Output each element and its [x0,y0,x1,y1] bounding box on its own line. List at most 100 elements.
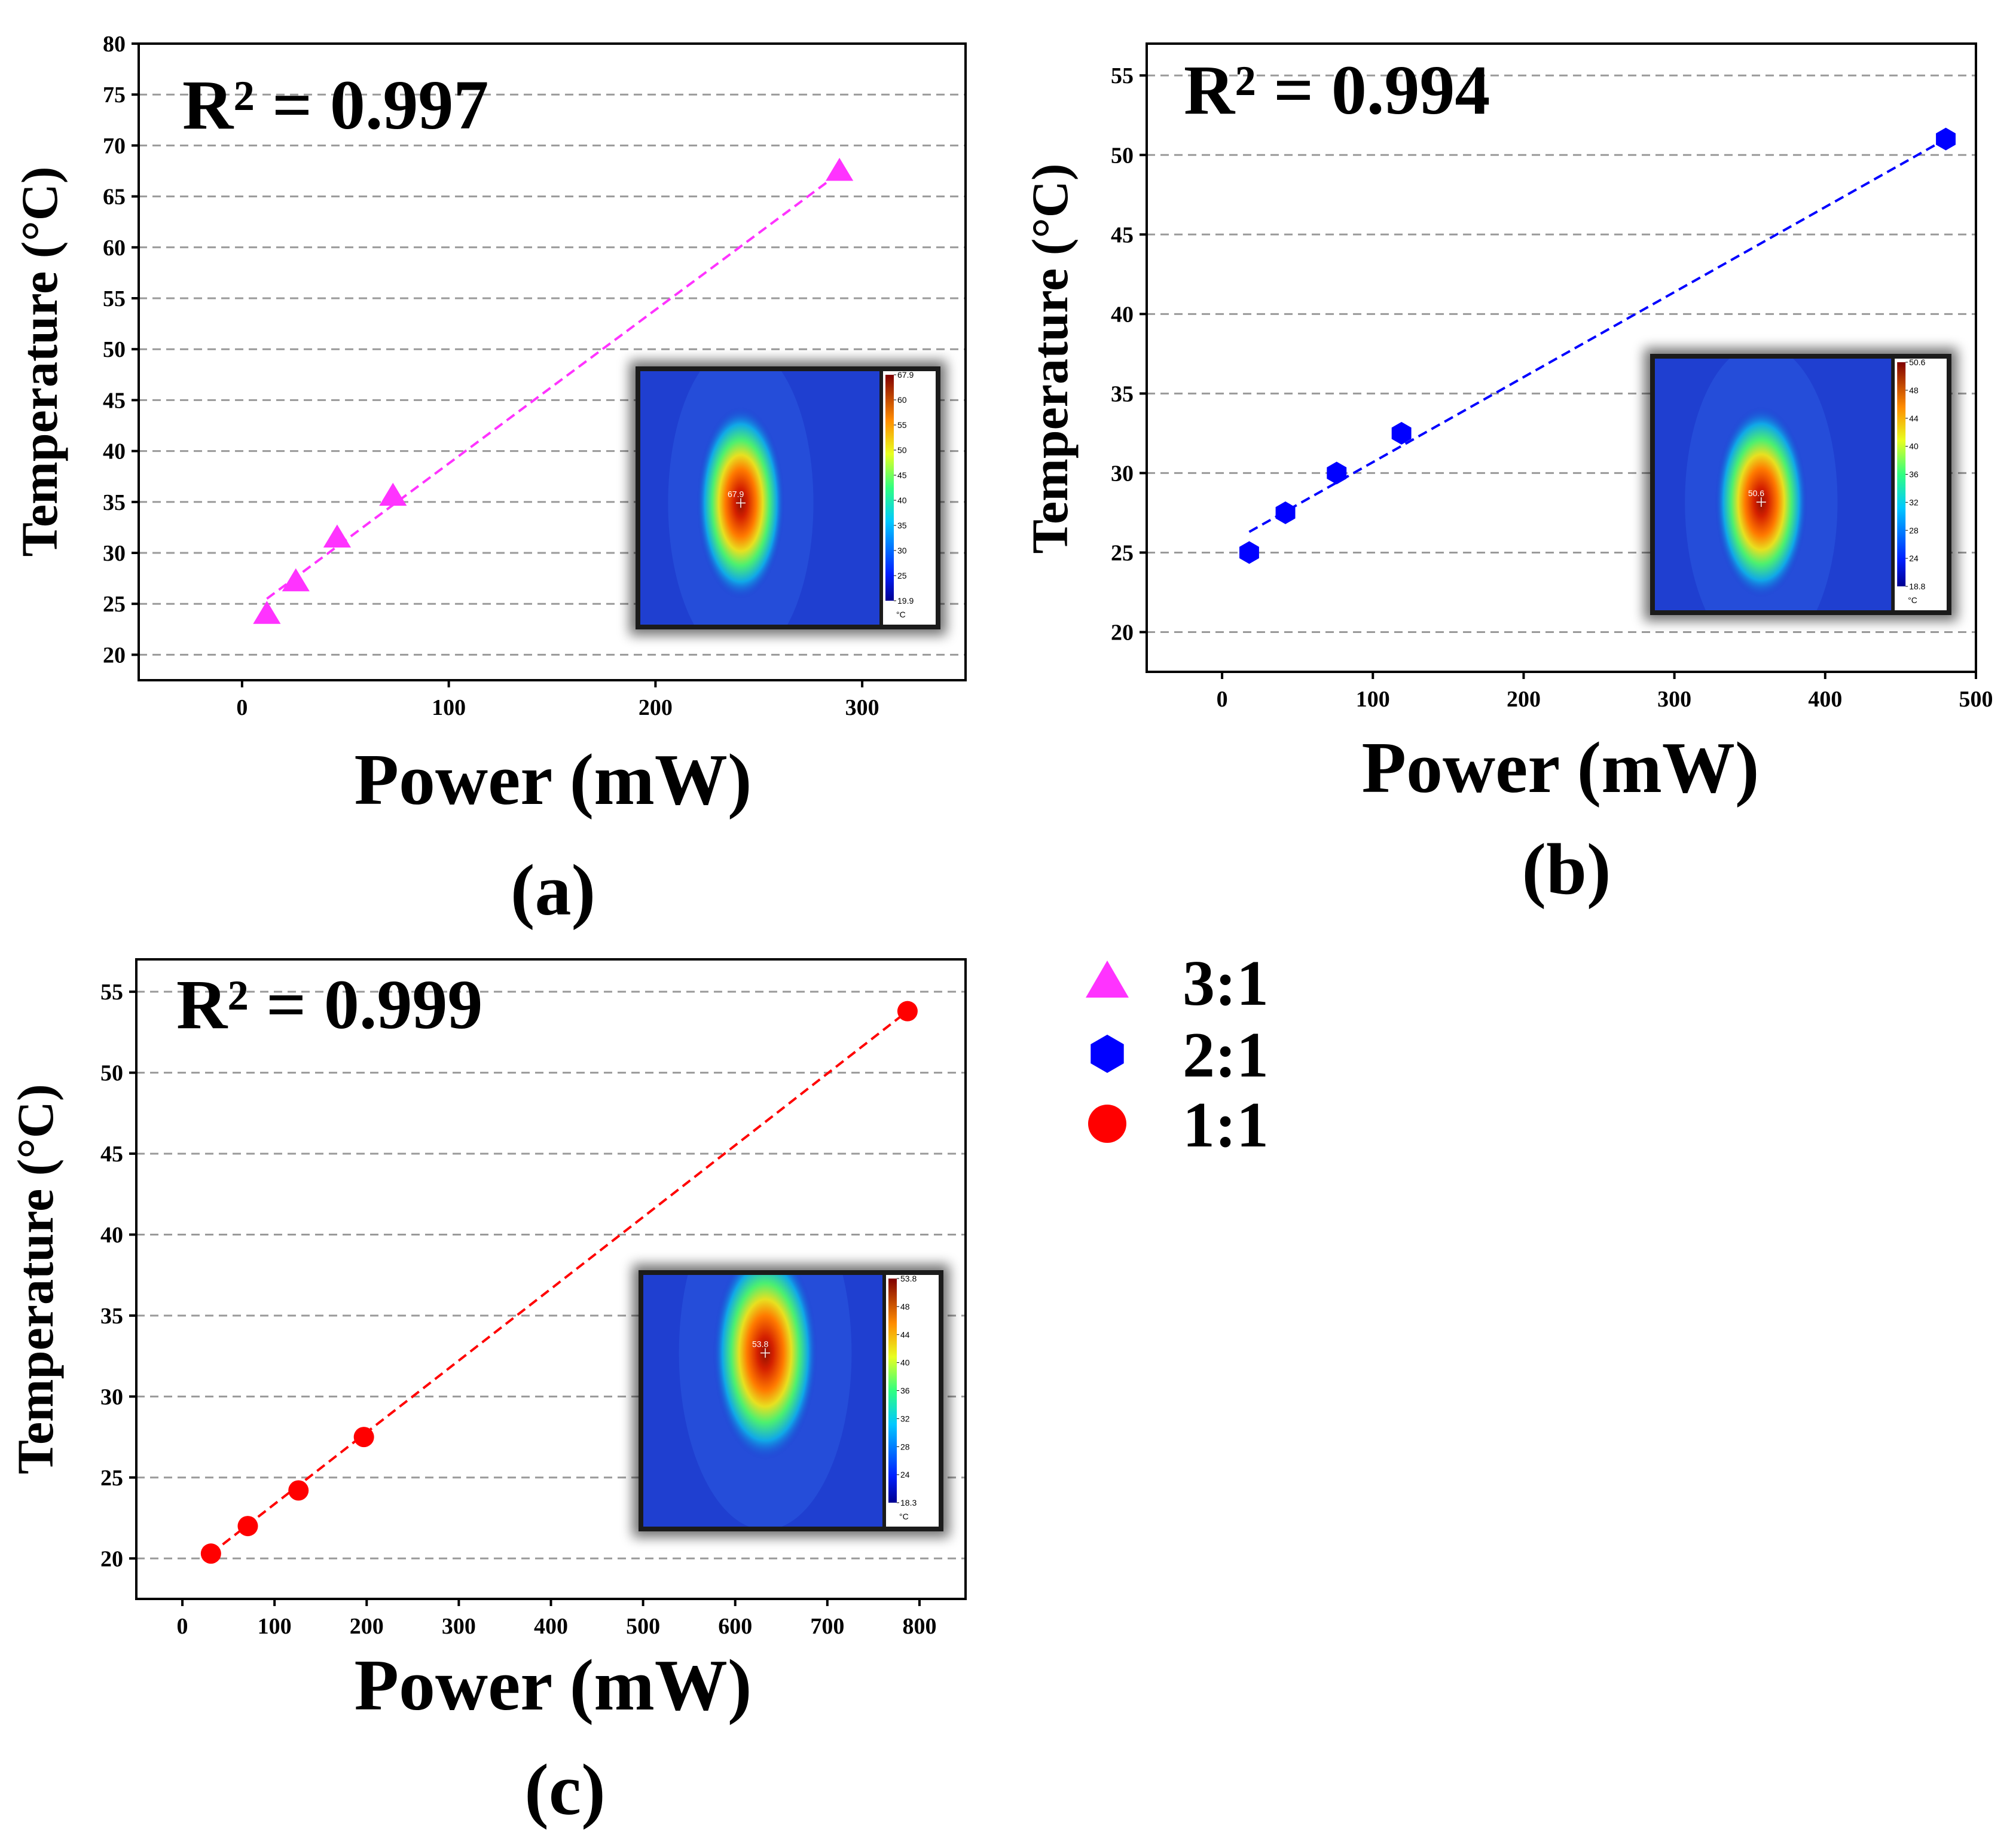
colorbar [885,375,894,601]
legend: 3:12:11:1 [1086,948,1269,1161]
data-point [200,1543,221,1564]
colorbar-tick-label: 40 [900,1358,910,1368]
data-point [1239,541,1259,564]
hotspot-temperature-label: 67.9 [728,489,744,499]
legend-label: 2:1 [1183,1020,1269,1091]
x-tick-label: 500 [1959,687,1993,712]
x-tick-label: 200 [639,695,673,720]
r2-label: R² = 0.999 [176,965,482,1044]
legend-label: 3:1 [1183,948,1269,1019]
plot-frame [1146,42,1977,673]
colorbar [888,1279,897,1503]
data-point [1391,421,1412,445]
colorbar-tick-label: 36 [1909,470,1919,479]
x-tick-label: 0 [236,695,248,720]
triangle-icon [1086,961,1129,998]
y-tick-label: 70 [103,133,126,158]
x-tick-label: 700 [810,1614,844,1639]
y-axis-title: Temperature (°C) [7,1084,64,1475]
colorbar-tick-label: 53.8 [900,1274,917,1283]
colorbar-unit: °C [899,1512,909,1521]
y-tick-label: 75 [103,82,126,108]
thermal-hotspot [713,1275,818,1460]
r2-label: R² = 0.997 [182,66,488,144]
y-tick-label: 30 [100,1384,123,1409]
x-tick-label: 100 [1356,687,1390,712]
x-tick-label: 0 [177,1614,188,1639]
data-point [353,1427,374,1448]
y-tick-label: 45 [103,388,126,413]
data-point [1327,461,1347,485]
y-tick-label: 25 [103,592,126,617]
colorbar-tick-label: 36 [900,1386,910,1396]
y-tick-label: 45 [100,1142,123,1167]
data-point [323,524,352,548]
y-tick-label: 50 [103,337,126,362]
colorbar-tick-label: 18.3 [900,1498,917,1507]
y-tick-label: 25 [1111,540,1134,565]
panel-label: (b) [1522,829,1611,910]
colorbar-tick-label: 44 [1909,414,1919,423]
data-point [1936,127,1956,151]
chart-panel-b: 20 25 30 35 40 45 50 55 0 100 200 300 400 500 Power (m… [1021,42,1993,910]
data-point [288,1480,309,1501]
y-tick-label: 35 [103,490,126,515]
chart-panel-c: 20 25 30 35 40 45 50 55 0 100 200 300 400 500 600 700 80… [7,958,967,1830]
data-point [379,482,407,506]
colorbar-tick-label: 28 [900,1442,910,1451]
colorbar-tick-label: 40 [897,496,907,505]
chart-panel-a: 20 25 30 35 40 45 50 55 60 65 70 75 80 0 100 200 300 Powe… [11,32,967,931]
x-tick-label: 400 [1808,687,1842,712]
x-tick-label: 300 [845,695,879,720]
colorbar-tick-label: 24 [900,1470,910,1479]
x-tick-label: 500 [626,1614,660,1639]
y-tick-label: 45 [1111,222,1134,247]
y-tick-label: 50 [100,1061,123,1086]
legend-marker [1088,1105,1126,1143]
x-tick-label: 100 [432,695,466,720]
colorbar-tick-label: 30 [897,546,907,555]
colorbar-tick-label: 45 [897,470,907,480]
y-tick-label: 30 [103,541,126,566]
colorbar-tick-label: 50.6 [1909,357,1925,367]
plot-frame [138,42,967,681]
data-point [1275,501,1296,524]
y-tick-label: 35 [1111,381,1134,406]
colorbar-tick-label: 25 [897,571,907,580]
y-tick-label: 30 [1111,461,1134,486]
data-point [897,1001,918,1022]
hotspot-temperature-label: 50.6 [1748,488,1764,498]
y-tick-label: 35 [100,1304,123,1329]
x-tick-label: 600 [718,1614,752,1639]
y-tick-label: 55 [103,286,126,311]
y-tick-label: 60 [103,236,126,261]
colorbar-tick-label: 48 [900,1302,910,1311]
y-tick-label: 55 [100,980,123,1005]
x-axis-title: Power (mW) [354,739,752,820]
y-tick-label: 50 [1111,143,1134,168]
colorbar-tick-label: 32 [1909,497,1919,507]
y-tick-label: 80 [103,32,126,57]
colorbar-tick-label: 50 [897,445,907,455]
colorbar-tick-label: 67.9 [897,370,914,380]
y-tick-label: 20 [1111,620,1134,645]
colorbar-tick-label: 60 [897,395,907,405]
data-point [253,601,281,624]
x-tick-label: 400 [534,1614,568,1639]
hotspot-temperature-label: 53.8 [752,1340,768,1349]
y-tick-label: 55 [1111,63,1134,88]
colorbar-tick-label: 18.8 [1909,582,1925,591]
colorbar-tick-label: 24 [1909,553,1919,563]
data-point [237,1516,258,1537]
panel-label: (a) [511,850,595,931]
x-tick-label: 200 [1507,687,1541,712]
y-tick-label: 20 [103,643,126,668]
colorbar-tick-label: 32 [900,1414,910,1423]
y-tick-label: 40 [103,439,126,464]
y-tick-label: 40 [100,1223,123,1248]
fit-line [210,1010,909,1555]
thermal-inset: 67.9 67.9 60 55 50 45 40 35 30 25 19.9 °C [630,360,946,635]
y-axis-title: Temperature (°C) [1021,164,1079,554]
y-tick-label: 25 [100,1466,123,1491]
